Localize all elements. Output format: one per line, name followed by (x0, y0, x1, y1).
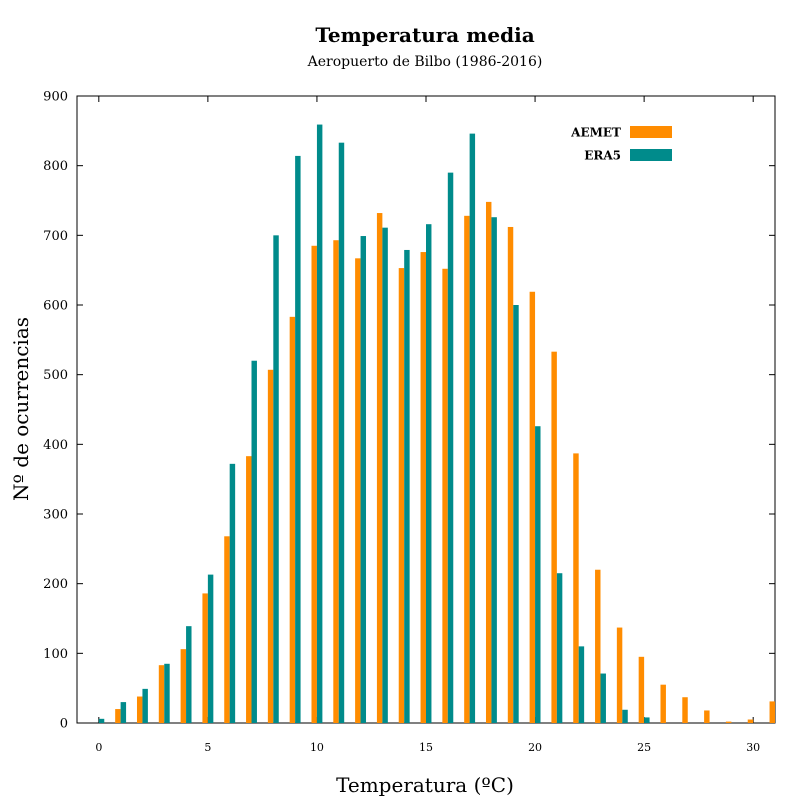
x-tick-label: 20 (528, 741, 542, 754)
bar-era5 (273, 235, 279, 724)
bar-era5 (556, 573, 563, 723)
bar-era5 (404, 249, 410, 724)
y-tick-label: 300 (43, 508, 68, 523)
bar-aemet (158, 665, 165, 723)
bar-era5 (447, 172, 454, 724)
bar-era5 (251, 360, 257, 723)
bar-era5 (164, 663, 170, 723)
legend-label-aemet: AEMET (570, 126, 621, 140)
x-axis-label: Temperatura (ºC) (336, 773, 514, 797)
chart-title: Temperatura media (315, 23, 534, 47)
bar-aemet (224, 536, 230, 723)
bar-aemet (573, 453, 579, 723)
bar-aemet (595, 569, 601, 723)
bar-era5 (120, 702, 127, 723)
bar-aemet (529, 291, 536, 723)
chart-subtitle: Aeropuerto de Bilbo (1986-2016) (307, 54, 543, 70)
bar-aemet (704, 710, 710, 723)
bar-aemet (725, 721, 732, 723)
bar-aemet (202, 593, 208, 723)
bar-era5 (207, 574, 214, 723)
bar-aemet (420, 252, 426, 723)
ticks-layer: 0 100 200 300 400 500 600 700 800 900 0 5 10 15 20 25 30 (43, 90, 775, 754)
bar-era5 (469, 133, 476, 723)
y-tick-label: 100 (43, 647, 68, 662)
x-tick-label: 30 (746, 741, 760, 754)
bar-era5 (142, 688, 148, 723)
bar-aemet (551, 351, 557, 723)
bar-era5 (186, 626, 192, 723)
bar-era5 (338, 142, 345, 724)
bar-aemet (115, 709, 121, 723)
bar-era5 (578, 646, 585, 723)
y-tick-label: 900 (43, 90, 68, 105)
bar-aemet (267, 369, 274, 723)
y-axis-label: Nº de ocurrencias (9, 317, 33, 501)
legend: AEMET ERA5 (570, 126, 672, 163)
bar-era5 (513, 305, 519, 723)
bar-era5 (295, 155, 301, 723)
bar-aemet (682, 697, 688, 723)
bar-aemet (289, 316, 296, 723)
bar-aemet (660, 684, 666, 723)
x-tick-label: 0 (95, 741, 102, 754)
bar-aemet (485, 201, 492, 724)
x-tick-label: 25 (637, 741, 651, 754)
y-tick-label: 700 (43, 229, 68, 244)
bar-aemet (246, 456, 252, 723)
bar-era5 (229, 463, 236, 723)
bar-era5 (382, 227, 388, 724)
bar-era5 (644, 717, 650, 723)
bar-aemet (616, 627, 623, 723)
y-tick-label: 800 (43, 159, 68, 174)
bar-aemet (507, 226, 514, 723)
bar-era5 (535, 426, 541, 723)
y-tick-label: 600 (43, 299, 68, 314)
x-tick-label: 5 (204, 741, 211, 754)
bar-era5 (491, 217, 497, 723)
x-tick-label: 10 (310, 741, 324, 754)
y-tick-label: 200 (43, 577, 68, 592)
bar-aemet (180, 649, 187, 723)
bar-aemet (747, 719, 754, 723)
legend-label-era5: ERA5 (584, 149, 621, 163)
bar-aemet (638, 656, 645, 723)
bar-era5 (622, 709, 628, 723)
legend-swatch-aemet (630, 126, 672, 138)
x-tick-label: 15 (419, 741, 433, 754)
bar-aemet (769, 701, 775, 723)
bar-aemet (333, 240, 339, 723)
bar-era5 (360, 236, 367, 723)
bar-aemet (442, 268, 448, 723)
bar-aemet (136, 696, 143, 723)
bar-era5 (600, 673, 606, 723)
y-tick-label: 400 (43, 438, 68, 453)
legend-swatch-era5 (630, 149, 672, 161)
y-tick-label: 500 (43, 368, 68, 383)
bar-era5 (426, 224, 432, 724)
bar-aemet (398, 268, 405, 723)
y-tick-label: 0 (60, 717, 68, 732)
bar-aemet (355, 258, 361, 723)
bar-aemet (376, 213, 383, 724)
bar-era5 (316, 124, 323, 723)
bars-layer (98, 124, 775, 724)
bar-era5 (98, 718, 105, 723)
bar-aemet (311, 245, 317, 724)
bar-aemet (464, 215, 470, 723)
